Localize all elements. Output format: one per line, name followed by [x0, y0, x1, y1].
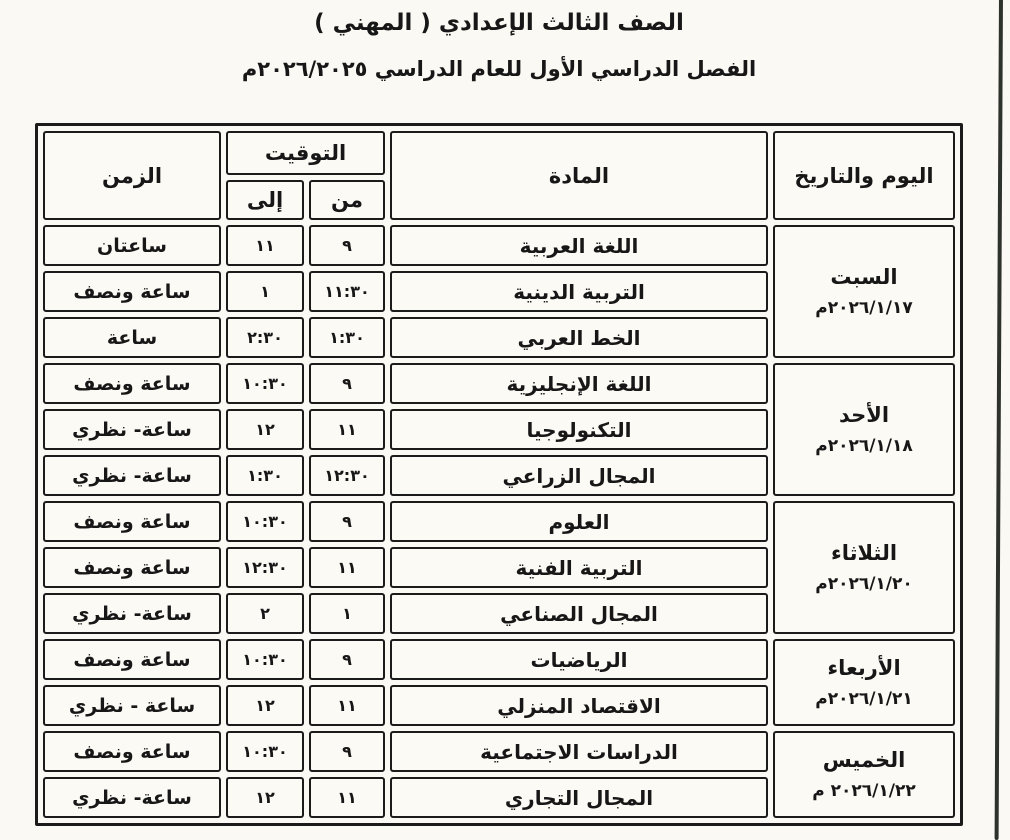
to-cell: ١٠:٣٠ — [226, 363, 304, 404]
from-cell: ٩ — [309, 501, 385, 542]
subject-cell: العلوم — [390, 501, 768, 542]
to-cell: ١ — [226, 271, 304, 312]
from-cell: ١١ — [309, 547, 385, 588]
day-name: السبت — [830, 265, 898, 289]
duration-cell: ساعة ونصف — [43, 271, 221, 312]
scan-edge-line — [994, 0, 1003, 840]
subject-cell: المجال الزراعي — [390, 455, 768, 496]
duration-cell: ساعة ونصف — [43, 501, 221, 542]
table-row: المجال الصناعي ١ ٢ ساعة- نظري — [43, 593, 955, 634]
day-cell: الأربعاء ٢٠٢٦/١/٢١م — [773, 639, 955, 726]
to-cell: ١١ — [226, 225, 304, 266]
page-header: الصف الثالث الإعدادي ( المهني ) الفصل ال… — [35, 10, 963, 81]
duration-cell: ساعة- نظري — [43, 409, 221, 450]
duration-cell: ساعة ونصف — [43, 547, 221, 588]
duration-cell: ساعة — [43, 317, 221, 358]
day-name: الأربعاء — [827, 656, 901, 680]
day-name: الخميس — [822, 748, 906, 772]
to-cell: ١٢:٣٠ — [226, 547, 304, 588]
duration-cell: ساعة - نظري — [43, 685, 221, 726]
day-cell: الخميس ٢٠٢٦/١/٢٢ م — [773, 731, 955, 818]
table-row: التكنولوجيا ١١ ١٢ ساعة- نظري — [43, 409, 955, 450]
table-row: الثلاثاء ٢٠٢٦/١/٢٠م العلوم ٩ ١٠:٣٠ ساعة ونصف — [43, 501, 955, 634]
day-name: الثلاثاء — [830, 541, 898, 565]
table-row: التربية الدينية ١١:٣٠ ١ ساعة ونصف — [43, 271, 955, 312]
table-row: المجال التجاري ١١ ١٢ ساعة- نظري — [43, 777, 955, 818]
duration-cell: ساعة- نظري — [43, 455, 221, 496]
subject-cell: الخط العربي — [390, 317, 768, 358]
from-cell: ٩ — [309, 363, 385, 404]
from-cell: ١١ — [309, 409, 385, 450]
header-timing: التوقيت — [226, 131, 385, 175]
from-cell: ٩ — [309, 225, 385, 266]
table-row: الخميس ٢٠٢٦/١/٢٢ م الدراسات الاجتماعية ٩ ١٠:… — [43, 731, 955, 818]
subject-cell: الرياضيات — [390, 639, 768, 680]
to-cell: ١٠:٣٠ — [226, 501, 304, 542]
to-cell: ٢ — [226, 593, 304, 634]
to-cell: ١٠:٣٠ — [226, 639, 304, 680]
from-cell: ٩ — [309, 731, 385, 772]
table-row: الأربعاء ٢٠٢٦/١/٢١م الرياضيات ٩ ١٠:٣٠ ساعة ون… — [43, 639, 955, 726]
day-cell: الأحد ٢٠٢٦/١/١٨م — [773, 363, 955, 496]
duration-cell: ساعة ونصف — [43, 363, 221, 404]
table-header: اليوم والتاريخ المادة التوقيت الزمن من إ… — [43, 131, 955, 220]
subject-cell: المجال التجاري — [390, 777, 768, 818]
subject-cell: اللغة العربية — [390, 225, 768, 266]
table-row: الخط العربي ١:٣٠ ٢:٣٠ ساعة — [43, 317, 955, 358]
from-cell: ١١ — [309, 685, 385, 726]
table-row: المجال الزراعي ١٢:٣٠ ١:٣٠ ساعة- نظري — [43, 455, 955, 496]
subject-cell: التربية الفنية — [390, 547, 768, 588]
duration-cell: ساعة ونصف — [43, 639, 221, 680]
table-body: السبت ٢٠٢٦/١/١٧م اللغة العربية ٩ ١١ ساعتان الت… — [43, 225, 955, 818]
subject-cell: التكنولوجيا — [390, 409, 768, 450]
duration-cell: ساعة- نظري — [43, 593, 221, 634]
to-cell: ١٢ — [226, 409, 304, 450]
subject-cell: المجال الصناعي — [390, 593, 768, 634]
to-cell: ٢:٣٠ — [226, 317, 304, 358]
day-name: الأحد — [838, 403, 890, 427]
from-cell: ١٢:٣٠ — [309, 455, 385, 496]
from-cell: ١ — [309, 593, 385, 634]
to-cell: ١:٣٠ — [226, 455, 304, 496]
header-to: إلى — [226, 180, 304, 220]
from-cell: ٩ — [309, 639, 385, 680]
from-cell: ١:٣٠ — [309, 317, 385, 358]
header-from: من — [309, 180, 385, 220]
exam-schedule-table: اليوم والتاريخ المادة التوقيت الزمن من إ… — [35, 123, 963, 826]
table-row: الأحد ٢٠٢٦/١/١٨م اللغة الإنجليزية ٩ ١٠:٣٠ ساع… — [43, 363, 955, 496]
page-title: الصف الثالث الإعدادي ( المهني ) — [314, 10, 684, 36]
subject-cell: اللغة الإنجليزية — [390, 363, 768, 404]
table-row: التربية الفنية ١١ ١٢:٣٠ ساعة ونصف — [43, 547, 955, 588]
to-cell: ١٢ — [226, 685, 304, 726]
day-date: ٢٠٢٦/١/٢٠م — [815, 574, 913, 594]
day-date: ٢٠٢٦/١/٢١م — [815, 689, 913, 709]
subject-cell: الدراسات الاجتماعية — [390, 731, 768, 772]
table-row: السبت ٢٠٢٦/١/١٧م اللغة العربية ٩ ١١ ساعتان — [43, 225, 955, 358]
day-cell: السبت ٢٠٢٦/١/١٧م — [773, 225, 955, 358]
to-cell: ١٢ — [226, 777, 304, 818]
subject-cell: الاقتصاد المنزلي — [390, 685, 768, 726]
day-date: ٢٠٢٦/١/١٧م — [815, 298, 913, 318]
duration-cell: ساعتان — [43, 225, 221, 266]
subject-cell: التربية الدينية — [390, 271, 768, 312]
header-subject: المادة — [390, 131, 768, 220]
day-date: ٢٠٢٦/١/١٨م — [815, 436, 913, 456]
header-day-date: اليوم والتاريخ — [773, 131, 955, 220]
duration-cell: ساعة- نظري — [43, 777, 221, 818]
from-cell: ١١:٣٠ — [309, 271, 385, 312]
day-cell: الثلاثاء ٢٠٢٦/١/٢٠م — [773, 501, 955, 634]
day-date: ٢٠٢٦/١/٢٢ م — [812, 781, 916, 801]
duration-cell: ساعة ونصف — [43, 731, 221, 772]
to-cell: ١٠:٣٠ — [226, 731, 304, 772]
page-subtitle: الفصل الدراسي الأول للعام الدراسي ٢٠٢٦/٢… — [241, 57, 757, 81]
from-cell: ١١ — [309, 777, 385, 818]
table-row: الاقتصاد المنزلي ١١ ١٢ ساعة - نظري — [43, 685, 955, 726]
header-duration: الزمن — [43, 131, 221, 220]
